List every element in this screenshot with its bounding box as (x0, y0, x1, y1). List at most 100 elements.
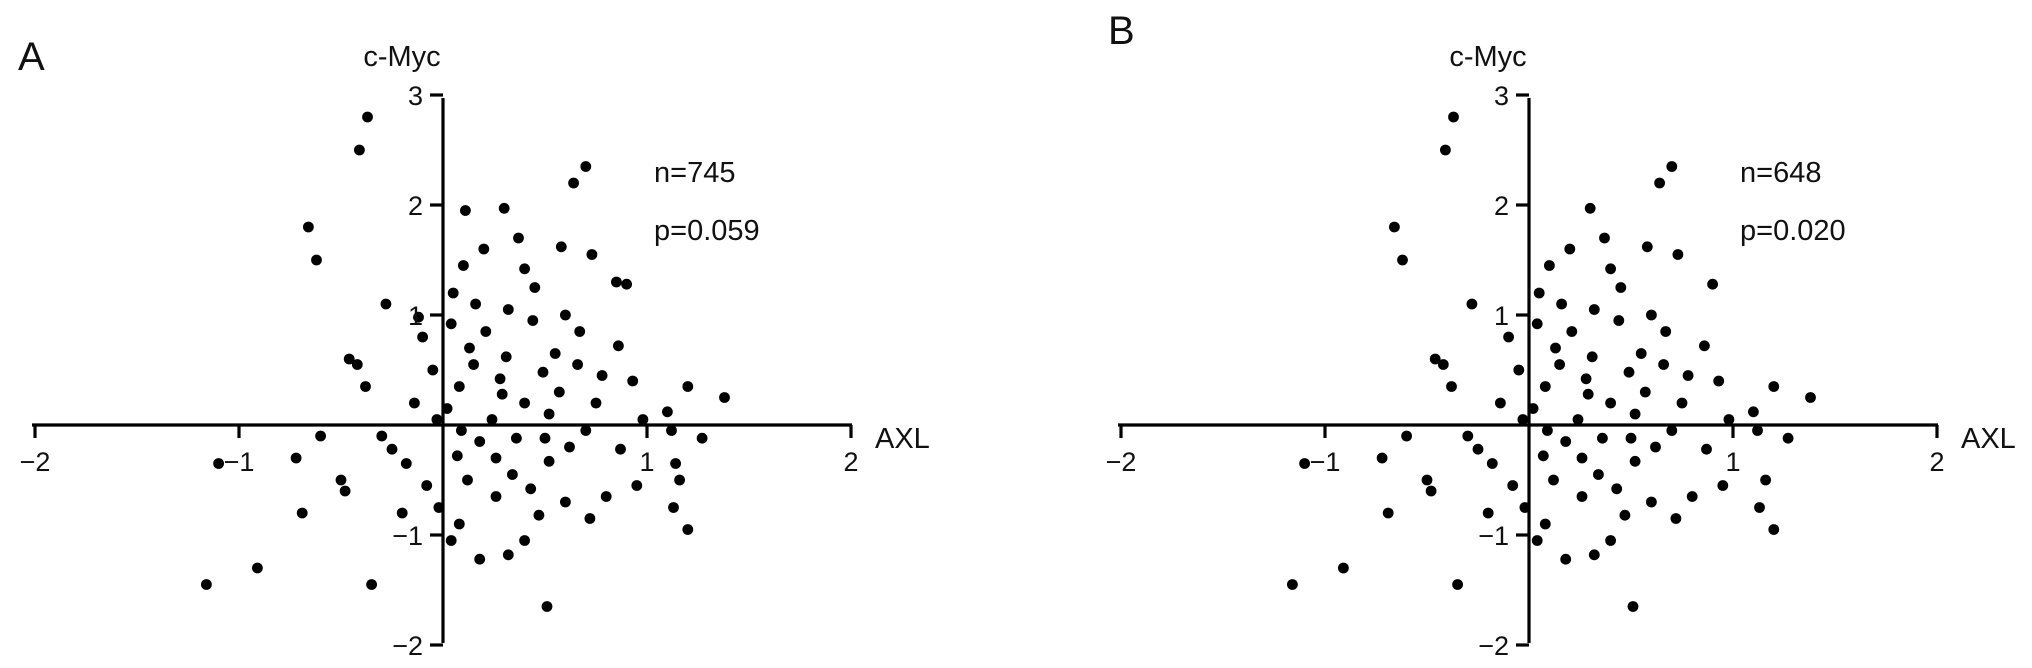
scatter-point (1593, 469, 1604, 480)
scatter-point (1448, 111, 1459, 123)
scatter-point (1580, 373, 1592, 385)
scatter-point (474, 436, 486, 447)
scatter-point (1658, 359, 1669, 370)
scatter-point (1542, 425, 1553, 436)
y-tick-label: 2 (1494, 191, 1509, 221)
scatter-point (1639, 386, 1651, 398)
scatter-point (1572, 414, 1584, 425)
scatter-point (417, 331, 428, 343)
scatter-point (366, 579, 377, 590)
scatter-point (409, 397, 420, 409)
scatter-point (1582, 388, 1594, 400)
scatter-point (500, 351, 512, 363)
scatter-point (666, 425, 677, 436)
scatter-point (1615, 282, 1627, 293)
scatter-point (1672, 249, 1684, 260)
scatter-point (580, 425, 592, 436)
scatter-point (568, 177, 579, 189)
scatter-point (1531, 318, 1543, 330)
scatter-point (631, 480, 643, 491)
scatter-point (1717, 480, 1729, 491)
scatter-point (490, 491, 502, 502)
scatter-point (1611, 483, 1623, 495)
scatter-point (627, 375, 639, 387)
scatter-point (1623, 366, 1635, 378)
scatter-point (1588, 304, 1600, 315)
scatter-point (1650, 441, 1661, 453)
y-tick-label: 1 (408, 301, 423, 331)
scatter-point (1566, 326, 1578, 337)
scatter-panel-a: A −2 −1 1 2 −2 −1 1 2 3 c-Myc AXL n=745 p=0.059 (18, 35, 930, 661)
scatter-point (1517, 414, 1529, 425)
scatter-point (1768, 524, 1780, 535)
scatter-point (1707, 278, 1718, 290)
scatter-point (386, 443, 398, 455)
scatter-point (362, 111, 373, 123)
scatter-point (296, 507, 308, 519)
scatter-point (1666, 425, 1678, 436)
scatter-point (539, 432, 551, 444)
scatter-point (1466, 298, 1478, 310)
x-axis-title-a: AXL (875, 423, 930, 455)
scatter-point (413, 311, 424, 323)
scatter-point (1586, 351, 1598, 363)
scatter-point (1629, 408, 1641, 420)
scatter-point (1713, 375, 1725, 387)
scatter-point (1613, 315, 1625, 326)
scatter-panel-b: B −2 −1 1 2 −2 −1 1 2 3 c-Myc AXL n=648 p=0.020 (1106, 9, 2016, 661)
scatter-point (396, 507, 408, 519)
scatter-point (1641, 241, 1653, 253)
x-tick-label: 2 (1929, 447, 1944, 477)
scatter-point (339, 485, 351, 497)
scatter-point (519, 397, 530, 409)
scatter-point (1619, 509, 1631, 521)
scatter-point (560, 496, 571, 508)
y-tick-label: −1 (1478, 521, 1509, 551)
scatter-point (537, 366, 549, 378)
scatter-point (1748, 406, 1759, 418)
scatter-point (1564, 243, 1576, 255)
scatter-point (1670, 513, 1682, 524)
scatter-point (637, 414, 649, 425)
scatter-point (1699, 340, 1710, 352)
x-tick-label: 2 (843, 447, 858, 477)
scatter-point (1629, 455, 1641, 467)
scatter-point (1462, 430, 1474, 442)
scatter-point (621, 278, 632, 290)
scatter-point (1554, 359, 1565, 370)
scatter-point (376, 430, 388, 442)
y-tick-label: 3 (1494, 81, 1509, 111)
y-tick-label: 2 (408, 191, 423, 221)
sample-size-label-a: n=745 (654, 157, 735, 189)
scatter-point (674, 474, 685, 486)
scatter-point (335, 474, 347, 486)
scatter-point (496, 388, 508, 400)
scatter-point (1513, 364, 1525, 376)
scatter-point (613, 340, 624, 352)
x-tick-label: 1 (1725, 447, 1740, 477)
scatter-point (1507, 480, 1519, 491)
scatter-point (453, 518, 465, 530)
scatter-point (400, 458, 412, 469)
scatter-point (1382, 507, 1394, 519)
y-axis-title-a: c-Myc (363, 41, 440, 73)
x-tick-label: −2 (20, 447, 51, 477)
scatter-point (529, 282, 541, 293)
scatter-point (519, 535, 530, 546)
scatter-point (1446, 381, 1457, 392)
scatter-point (1482, 507, 1494, 519)
scatter-point (1768, 381, 1780, 392)
y-tick-label: −2 (1478, 631, 1509, 661)
y-tick-label: −2 (392, 631, 423, 661)
scatter-point (502, 304, 514, 315)
scatter-point (1646, 309, 1657, 321)
sample-size-label-b: n=648 (1740, 157, 1821, 189)
scatter-point (303, 221, 314, 233)
scatter-point (549, 348, 561, 359)
scatter-point (445, 318, 457, 330)
scatter-point (1752, 425, 1763, 436)
p-value-label-a: p=0.059 (654, 215, 760, 247)
scatter-point (1666, 161, 1678, 172)
scatter-point (533, 509, 545, 521)
scatter-point (468, 359, 479, 370)
